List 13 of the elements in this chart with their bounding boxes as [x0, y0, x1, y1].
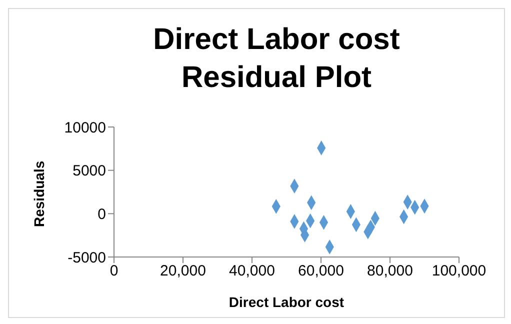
x-tick-label: 0 — [110, 262, 118, 280]
y-axis-title: Residuals — [30, 160, 47, 227]
x-tick-label: 40,000 — [229, 262, 275, 280]
x-tick-label: 60,000 — [298, 262, 344, 280]
y-tick-label: 10000 — [64, 119, 106, 136]
y-tick-label: -5000 — [68, 249, 106, 266]
x-axis-title: Direct Labor cost — [228, 294, 344, 310]
y-tick-label: 5000 — [72, 162, 106, 180]
chart-title: Direct Labor cost Residual Plot — [152, 22, 401, 96]
x-tick-label: 80,000 — [367, 262, 413, 280]
x-tick-label: 100,000 — [432, 262, 486, 280]
x-tick-label: 20,000 — [160, 262, 206, 280]
y-tick-label: 0 — [98, 206, 106, 223]
